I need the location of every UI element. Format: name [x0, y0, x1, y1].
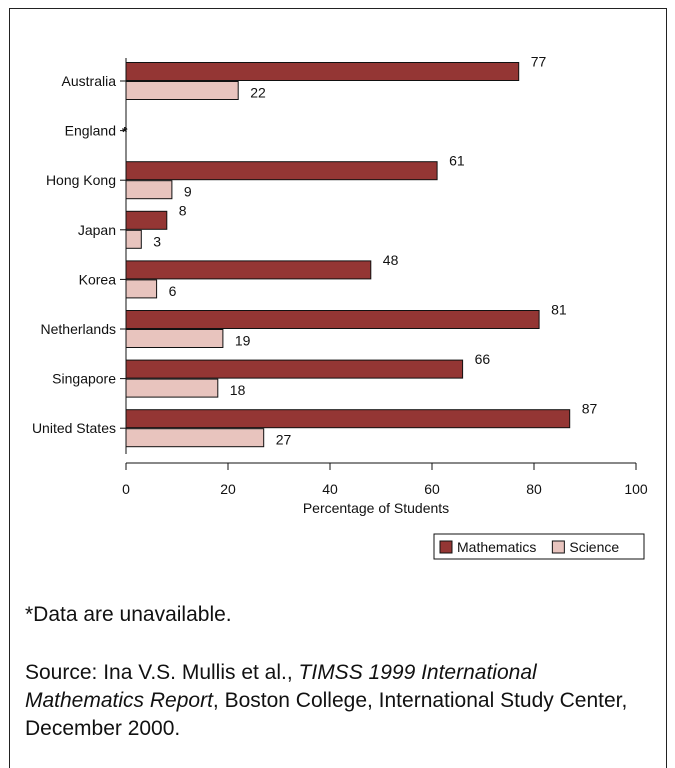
- x-axis: 0 20 40 60 80 100: [120, 58, 648, 497]
- science-bar: [125, 428, 265, 448]
- science-value-label: 22: [250, 85, 266, 101]
- x-axis-title: Percentage of Students: [303, 500, 449, 516]
- legend: Mathematics Science: [433, 533, 645, 560]
- category-label: England: [65, 123, 116, 139]
- science-value-label: 3: [153, 233, 161, 249]
- category-label: Hong Kong: [46, 172, 116, 188]
- mathematics-bar: [125, 359, 464, 379]
- mathematics-bar: [125, 409, 571, 429]
- science-value-label: 9: [184, 184, 192, 200]
- science-bar: [125, 180, 173, 200]
- mathematics-bar: [125, 161, 438, 181]
- science-value-label: 19: [235, 333, 251, 349]
- mathematics-value-label: 87: [582, 401, 598, 417]
- science-bar: [125, 229, 142, 249]
- science-bar: [125, 378, 219, 398]
- category-label: Japan: [78, 222, 116, 238]
- mathematics-value-label: 48: [383, 252, 399, 268]
- source-title: TIMSS 1999 International Mathematics Rep…: [25, 661, 537, 712]
- source-citation: Source: Ina V.S. Mullis et al., TIMSS 19…: [25, 659, 645, 743]
- mathematics-bar: [125, 210, 168, 230]
- category-label: Netherlands: [41, 321, 117, 337]
- science-bar: [125, 279, 158, 299]
- x-tick-label: 20: [220, 481, 236, 497]
- mathematics-bar: [125, 260, 372, 280]
- science-bar: [125, 81, 239, 100]
- category-label: Singapore: [52, 371, 116, 387]
- science-legend-label: Science: [569, 539, 619, 555]
- mathematics-value-label: 81: [551, 302, 567, 318]
- category-label: United States: [32, 420, 116, 436]
- x-tick-label: 60: [424, 481, 440, 497]
- x-tick-label: 40: [322, 481, 338, 497]
- mathematics-legend-swatch: [439, 540, 453, 554]
- mathematics-legend-label: Mathematics: [457, 539, 536, 555]
- mathematics-bar: [125, 62, 520, 81]
- mathematics-bar: [125, 310, 540, 329]
- mathematics-value-label: 61: [449, 153, 465, 169]
- footnote: *Data are unavailable.: [25, 603, 232, 626]
- source-prefix: Source: Ina V.S. Mullis et al.,: [25, 661, 299, 684]
- x-tick-label: 0: [122, 481, 130, 497]
- science-bar: [125, 329, 224, 348]
- legend-box: [433, 533, 645, 560]
- mathematics-value-label: 8: [179, 202, 187, 218]
- science-legend-swatch: [551, 540, 565, 554]
- source-suffix: , Boston College, International Study Ce…: [25, 689, 628, 740]
- mathematics-value-label: 77: [531, 54, 547, 70]
- science-value-label: 27: [276, 432, 292, 448]
- category-label: Australia: [62, 73, 117, 89]
- figure-frame: [9, 8, 667, 768]
- science-value-label: 6: [169, 283, 177, 299]
- x-tick-label: 80: [526, 481, 542, 497]
- bars-layer: [125, 62, 571, 448]
- missing-marker: *: [122, 124, 128, 140]
- category-label: Korea: [79, 271, 117, 287]
- science-value-label: 18: [230, 382, 246, 398]
- mathematics-value-label: 66: [475, 351, 491, 367]
- x-tick-label: 100: [624, 481, 648, 497]
